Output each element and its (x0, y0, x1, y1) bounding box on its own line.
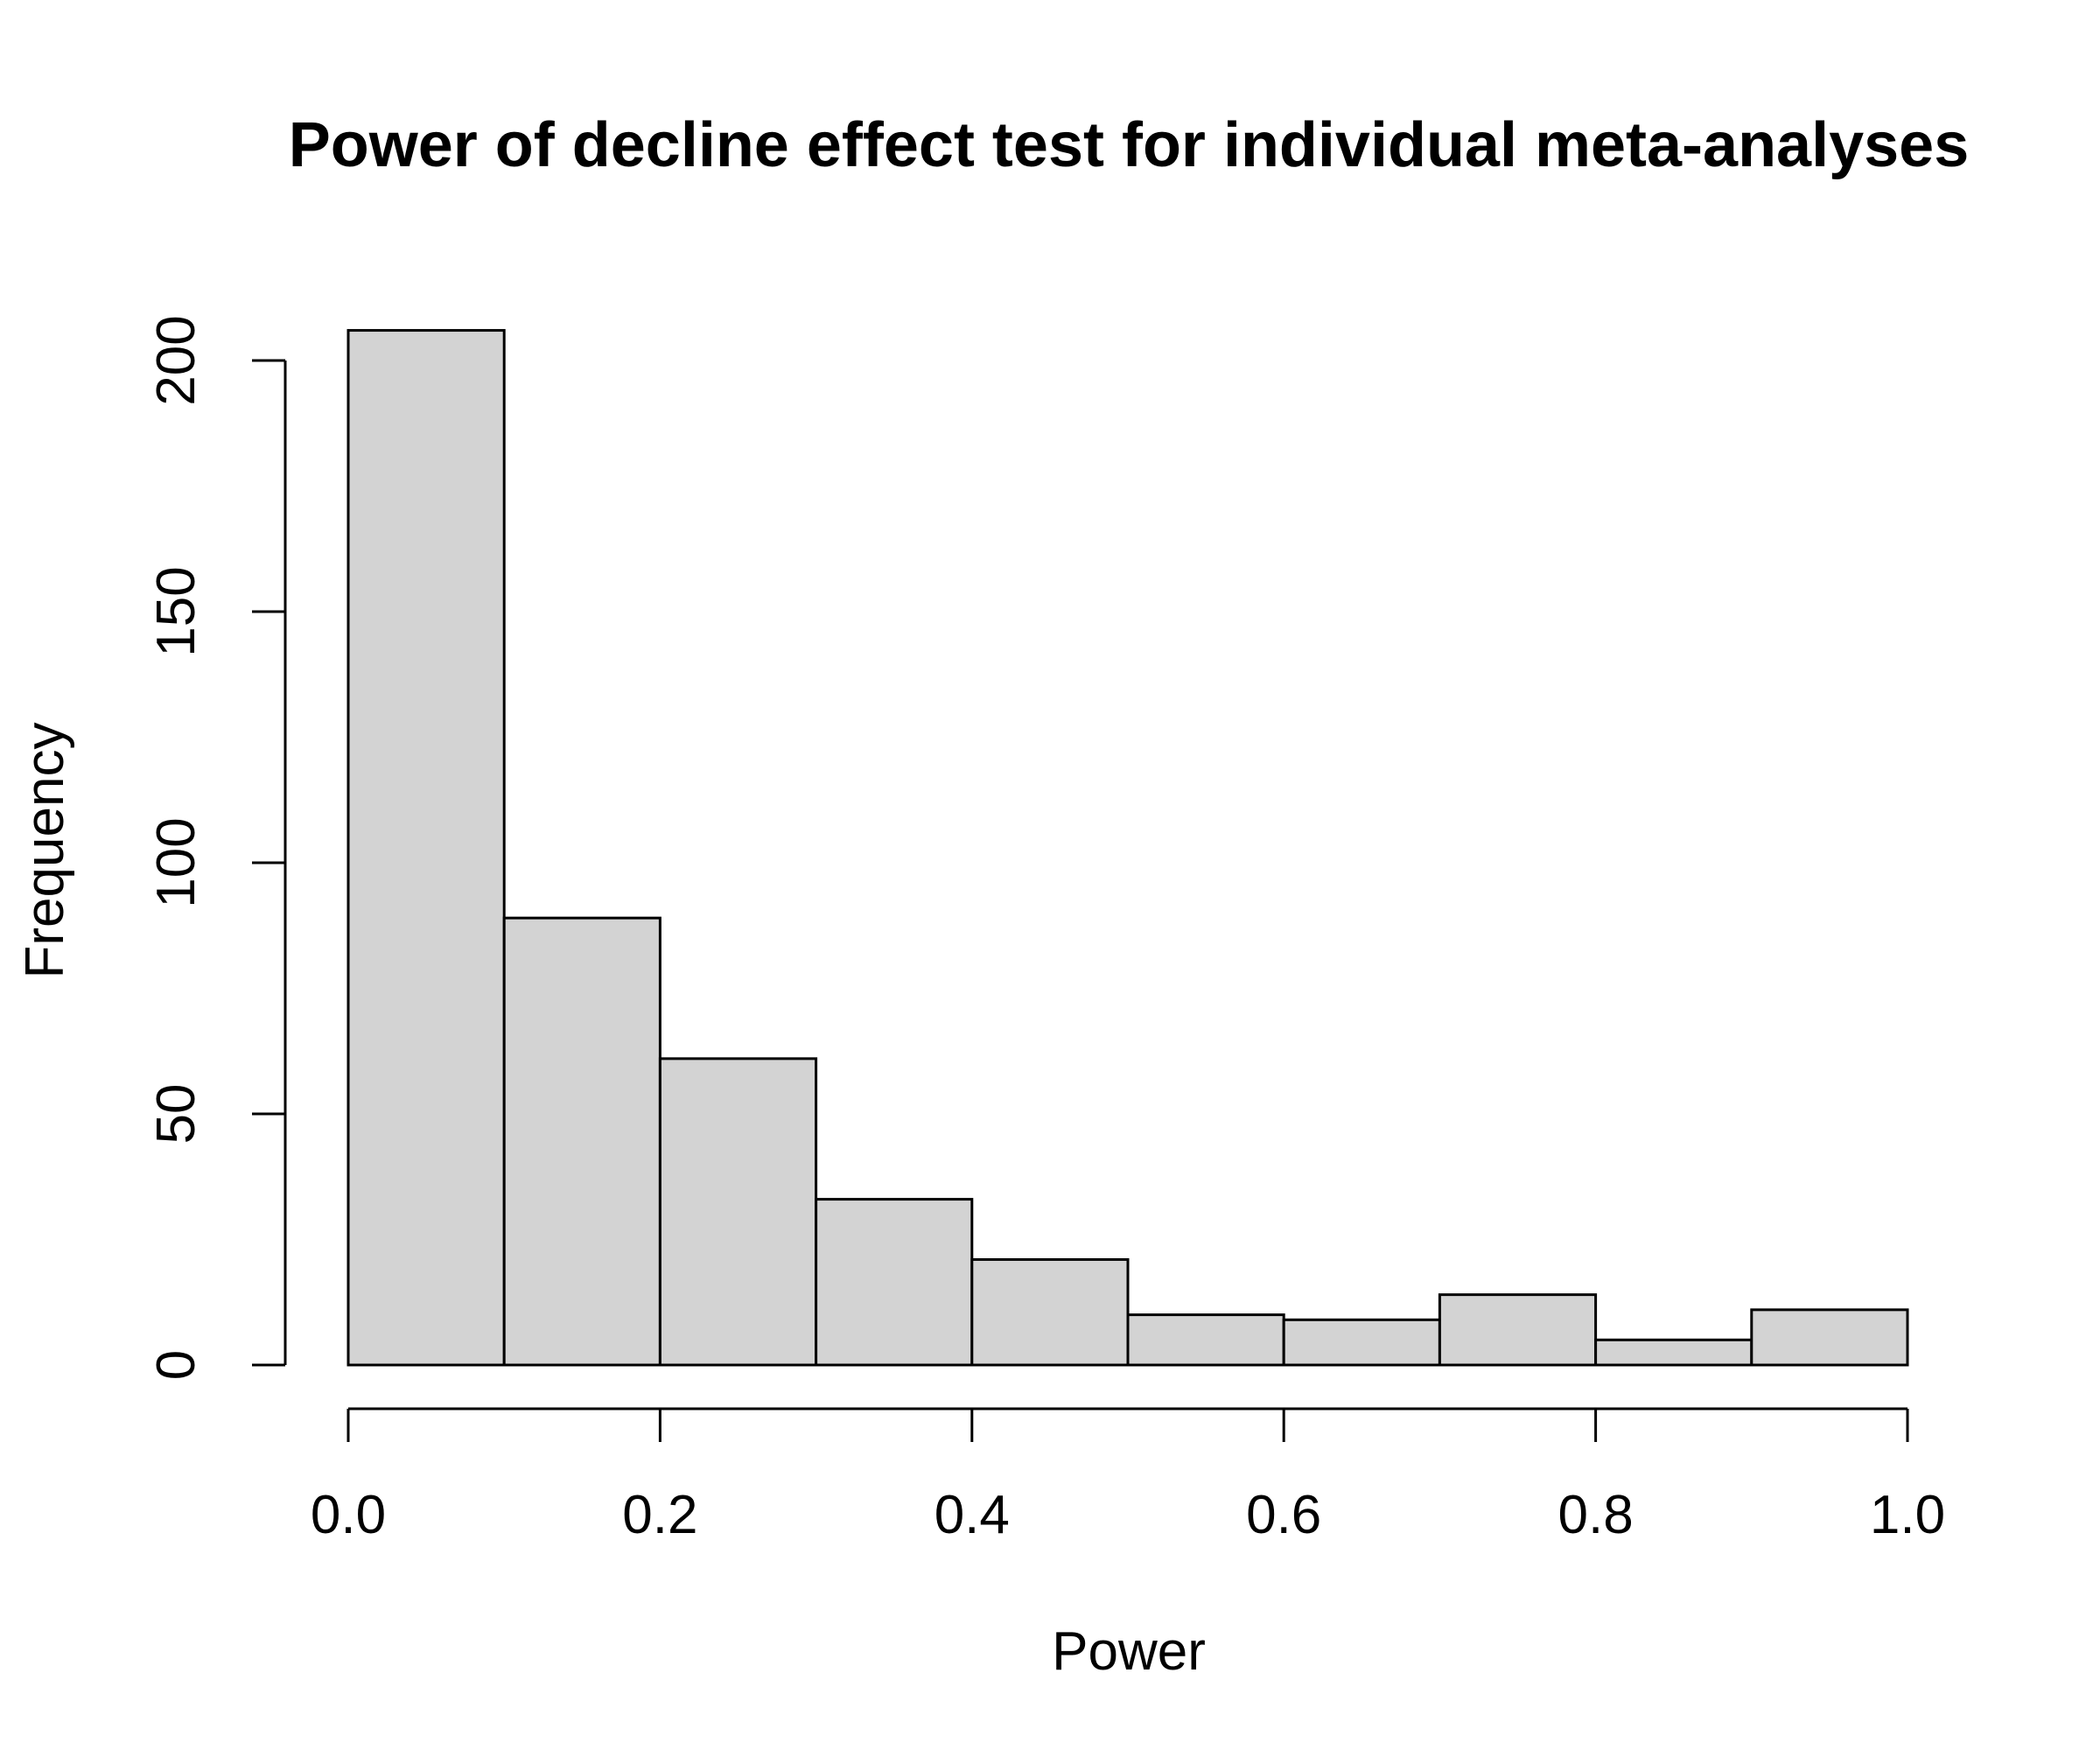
y-tick-label-2: 100 (146, 817, 206, 907)
x-tick-label-2: 0.4 (934, 1485, 1010, 1545)
y-tick-label-4: 200 (146, 315, 206, 405)
x-tick-label-5: 1.0 (1870, 1485, 1945, 1545)
histogram-bar-2 (658, 1057, 818, 1367)
histogram-bar-3 (815, 1198, 974, 1367)
histogram-bar-5 (1126, 1313, 1285, 1367)
y-tick-label-1: 50 (146, 1084, 206, 1144)
x-axis-title: Power (1052, 1621, 1206, 1682)
histogram-bar-9 (1750, 1308, 1909, 1367)
x-tick-label-3: 0.6 (1246, 1485, 1321, 1545)
y-tick-label-0: 0 (146, 1350, 206, 1380)
histogram-bar-4 (970, 1257, 1130, 1367)
x-tick-label-0: 0.0 (311, 1485, 386, 1545)
y-tick-label-3: 150 (146, 566, 206, 656)
histogram-bar-0 (346, 329, 506, 1367)
histogram-bar-7 (1438, 1293, 1598, 1367)
histogram-bar-6 (1282, 1318, 1441, 1367)
chart-title: Power of decline effect test for individ… (289, 110, 1970, 180)
x-tick-label-4: 0.8 (1558, 1485, 1633, 1545)
x-tick-label-1: 0.2 (622, 1485, 697, 1545)
histogram-bar-1 (502, 916, 662, 1367)
bars-group (346, 329, 1909, 1367)
y-axis-title: Frequency (15, 723, 75, 979)
x-axis: 0.0 0.2 0.4 0.6 0.8 1.0 (311, 1407, 1945, 1545)
y-axis: 0 50 100 150 200 (146, 315, 287, 1380)
histogram-bar-8 (1594, 1338, 1754, 1367)
